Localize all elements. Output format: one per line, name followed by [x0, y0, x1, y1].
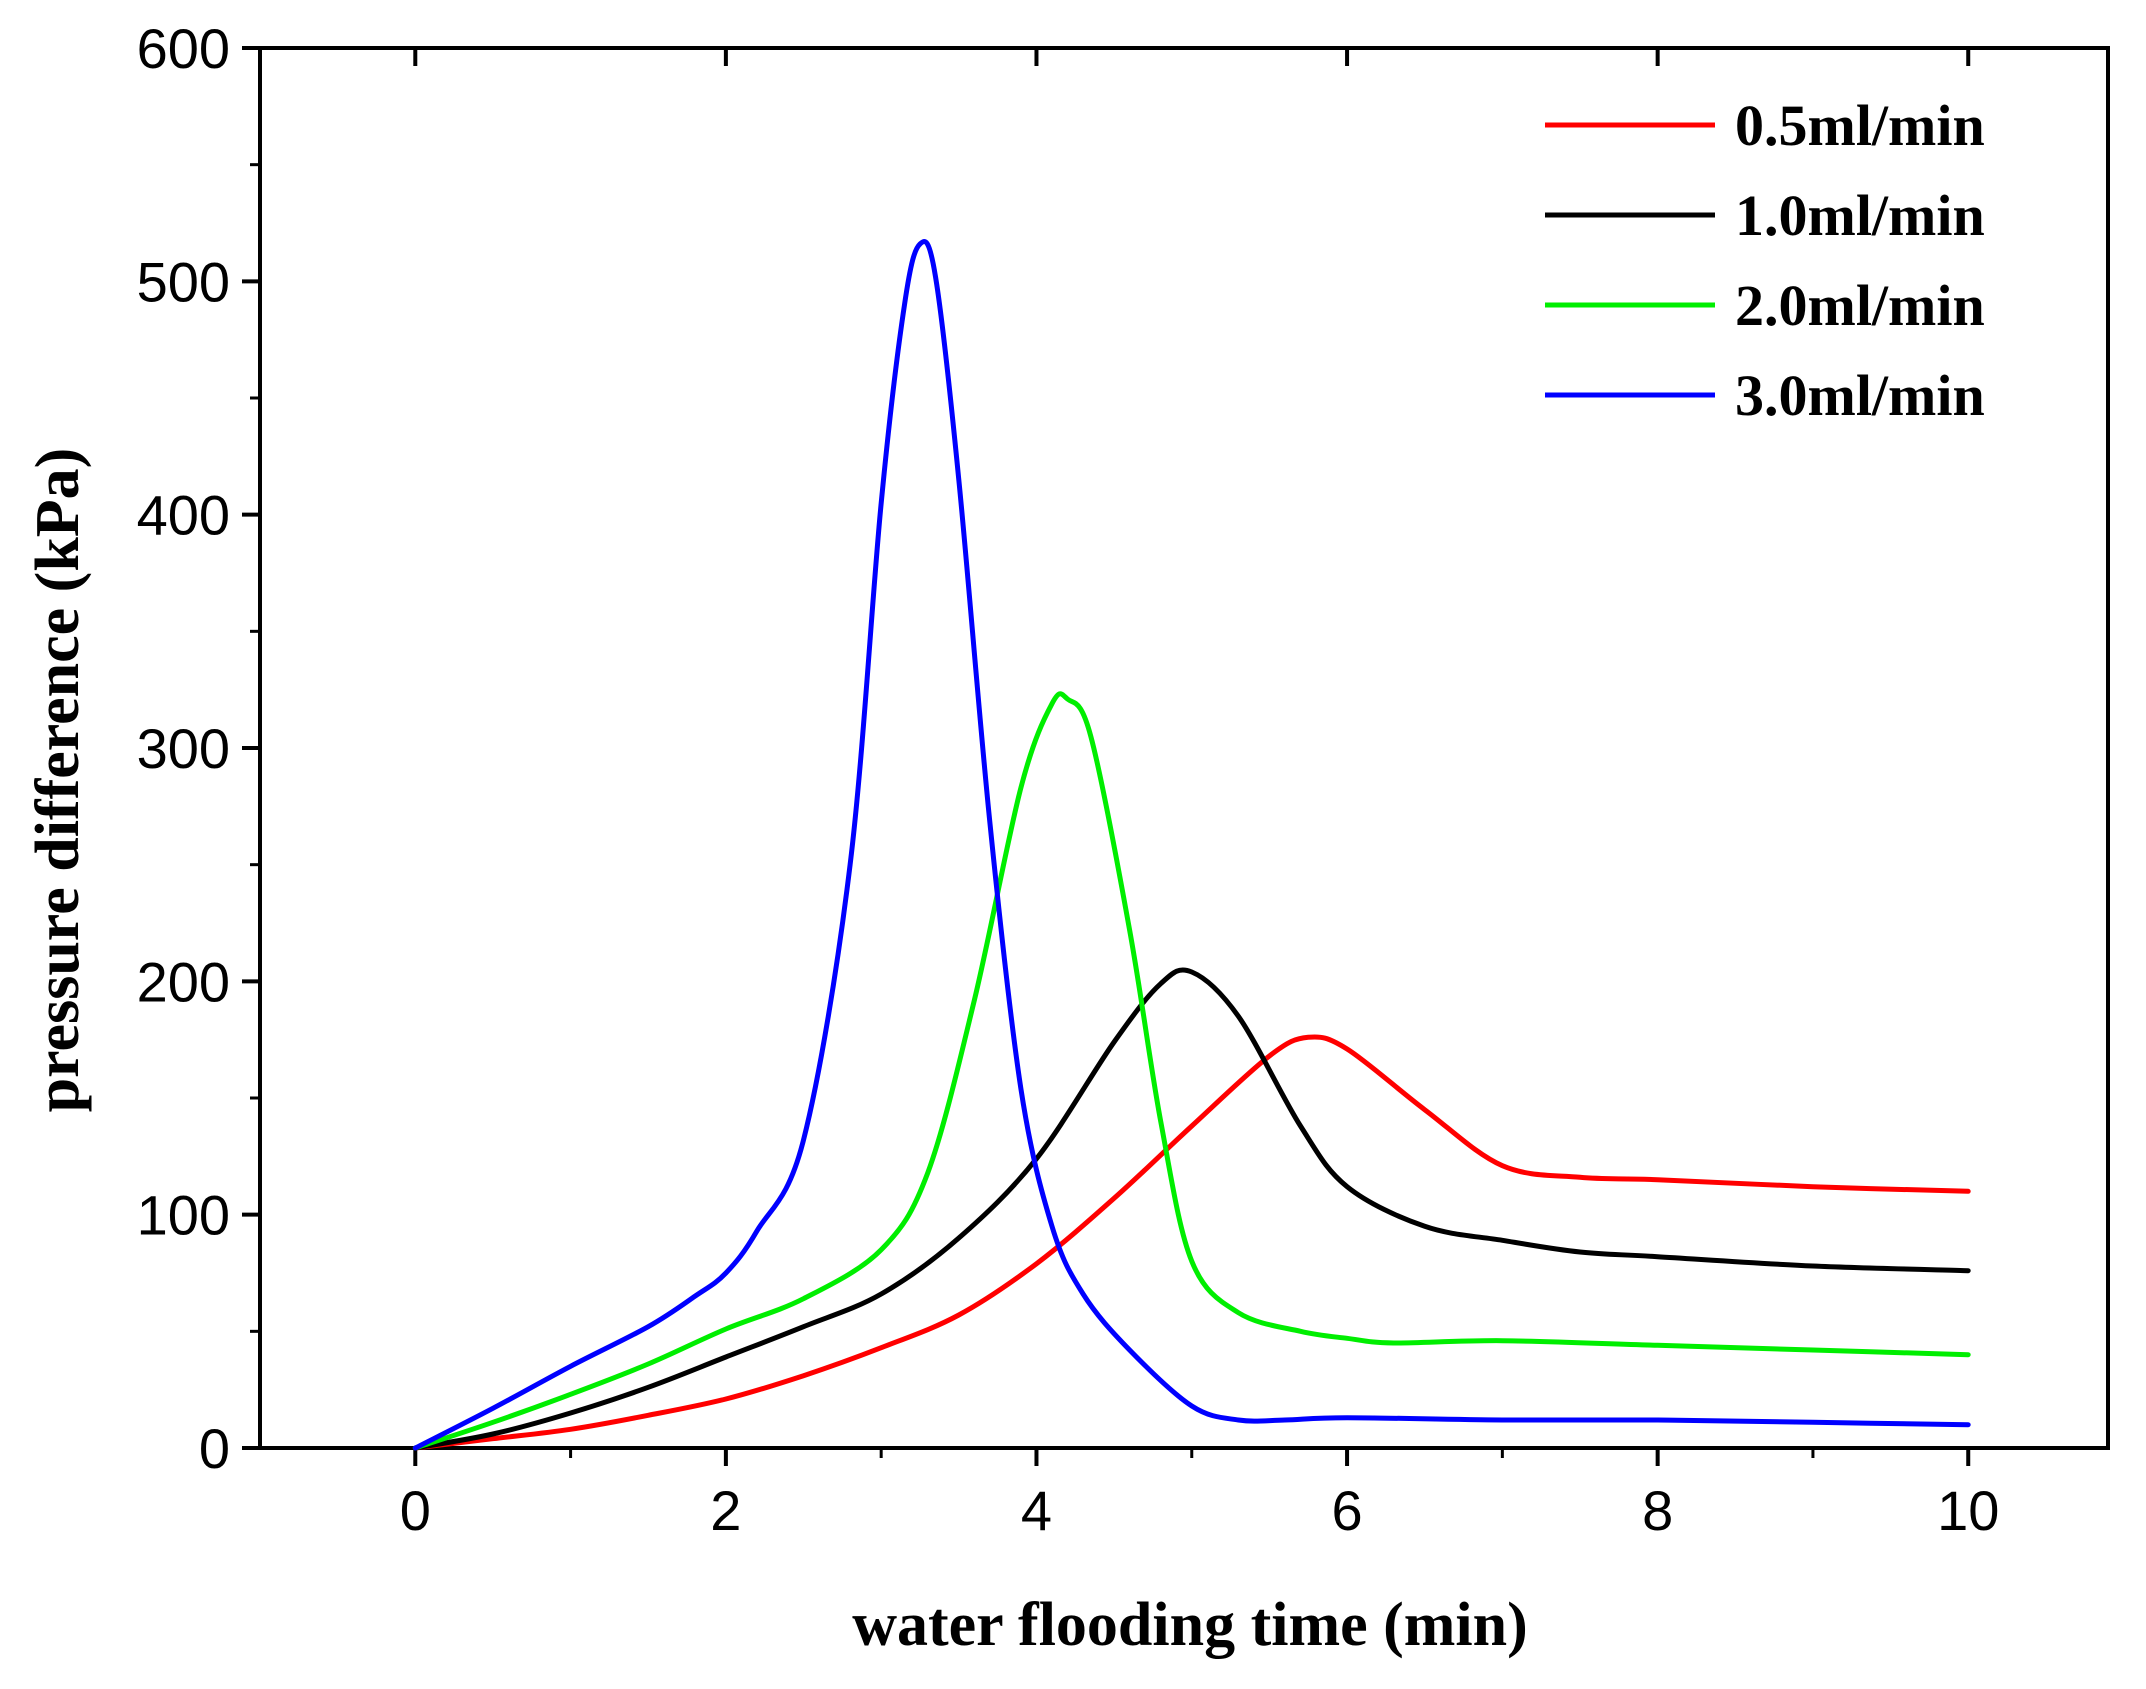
legend-label: 0.5ml/min: [1735, 93, 1985, 158]
y-tick-label: 100: [137, 1184, 230, 1247]
legend-label: 1.0ml/min: [1735, 183, 1985, 248]
y-axis: 0 100 200 300 400 500 600: [137, 17, 260, 1480]
y-axis-title: pressure difference (kPa): [24, 448, 92, 1113]
legend-label: 2.0ml/min: [1735, 273, 1985, 338]
y-tick-label: 0: [199, 1417, 230, 1480]
y-tick-label: 400: [137, 484, 230, 547]
x-tick-label: 10: [1937, 1479, 1999, 1542]
y-tick-label: 600: [137, 17, 230, 80]
y-tick-label: 500: [137, 250, 230, 313]
x-tick-label: 8: [1642, 1479, 1673, 1542]
series-line-2: [412, 967, 1971, 1451]
x-axis-title: water flooding time (min): [852, 1591, 1528, 1659]
series-line-3: [412, 691, 1971, 1451]
x-tick-label: 2: [710, 1479, 741, 1542]
y-tick-label: 200: [137, 950, 230, 1013]
series-layer: [412, 239, 1971, 1451]
x-tick-label: 0: [400, 1479, 431, 1542]
x-axis: 0 2 4 6 8 10: [400, 48, 1999, 1542]
x-tick-label: 6: [1331, 1479, 1362, 1542]
y-tick-label: 300: [137, 717, 230, 780]
x-tick-label: 4: [1021, 1479, 1052, 1542]
series-line-4: [412, 239, 1971, 1451]
legend: 0.5ml/min 1.0ml/min 2.0ml/min 3.0ml/min: [1545, 93, 1985, 428]
legend-label: 3.0ml/min: [1735, 363, 1985, 428]
